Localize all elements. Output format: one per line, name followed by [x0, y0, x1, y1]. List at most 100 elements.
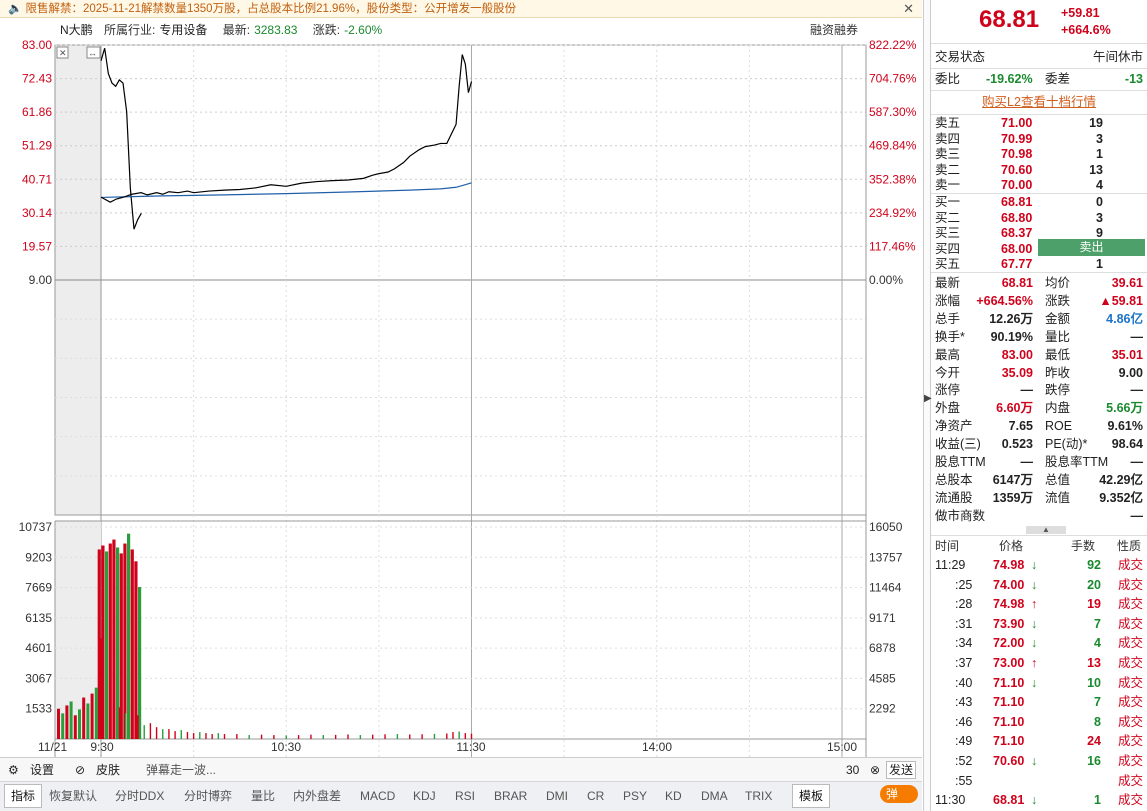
notice-bar[interactable]: 🔈 限售解禁：2025-11-21解禁数量1350万股，占总股本比例21.96%… — [0, 0, 922, 18]
tab-volume-ratio[interactable]: 量比 — [251, 789, 276, 803]
danmu-toggle[interactable]: 弹 — [880, 785, 919, 803]
tab-cr[interactable]: CR — [587, 789, 605, 803]
tick-nature: 成交 — [1117, 754, 1143, 768]
level-price: 70.60 — [1001, 162, 1033, 177]
time-x-tick: 11/21 — [38, 740, 67, 754]
tick-price: 71.10 — [993, 714, 1025, 729]
tick-time: :40 — [955, 675, 973, 690]
stat-label: 涨幅 — [935, 293, 961, 308]
vol-y-tick: 6135 — [25, 611, 52, 625]
buy-l2-link[interactable]: 购买L2查看十档行情 — [982, 95, 1096, 109]
buy-level-row[interactable]: 买二 68.80 3 — [931, 211, 1147, 226]
skin-icon[interactable]: ⊘ — [75, 763, 86, 777]
level-label: 卖三 — [935, 147, 961, 161]
sell-level-row[interactable]: 卖五 71.00 19 — [931, 116, 1147, 131]
arrow-down-icon: ↓ — [1031, 793, 1038, 808]
danmu-input[interactable]: 弹幕走一波... — [146, 763, 217, 777]
sell-level-row[interactable]: 卖四 70.99 3 — [931, 132, 1147, 147]
tick-row: :40 71.10 ↓ 10 成交 — [931, 674, 1147, 693]
level-label: 卖四 — [935, 131, 961, 146]
stat-value: 35.01 — [1111, 347, 1143, 362]
tick-volume: 1 — [1094, 793, 1101, 808]
sell-button[interactable]: 卖出 — [1038, 239, 1145, 256]
stats-row: 总手 12.26万 金额 4.86亿 — [931, 311, 1147, 328]
tick-row: 11:30 68.81 ↓ 1 成交 — [931, 791, 1147, 810]
tab-kd[interactable]: KD — [665, 789, 682, 803]
tick-price: 74.00 — [993, 577, 1025, 592]
time-x-tick: 14:00 — [642, 740, 672, 754]
price-y-tick: 40.71 — [22, 172, 52, 186]
stat-value: 1359万 — [992, 490, 1033, 505]
tick-time: 11:29 — [935, 558, 966, 572]
pct-y-tick: 0.00% — [869, 273, 903, 287]
stat-value: — — [1130, 508, 1144, 523]
settings-button[interactable]: 设置 — [30, 763, 55, 777]
tick-volume: 7 — [1094, 695, 1101, 710]
tick-nature: 成交 — [1117, 695, 1143, 710]
stat-label: 量比 — [1045, 329, 1071, 344]
tab-inout-diff[interactable]: 内外盘差 — [293, 789, 342, 803]
buy-level-row[interactable]: 买一 68.81 0 — [931, 195, 1147, 210]
template-button[interactable]: 模板 — [792, 784, 831, 808]
tick-volume: 16 — [1087, 754, 1101, 768]
price-y-tick: 61.86 — [22, 105, 52, 119]
level-volume: 19 — [1089, 116, 1103, 130]
tab-rsi[interactable]: RSI — [455, 789, 476, 803]
tab-brar[interactable]: BRAR — [494, 789, 528, 803]
tab-macd[interactable]: MACD — [360, 789, 396, 803]
panel-divider[interactable]: ▶ — [923, 0, 932, 811]
stat-label: 流通股 — [935, 490, 973, 505]
sell-level-row[interactable]: 卖一 70.00 4 — [931, 178, 1147, 193]
tab-reset[interactable]: 恢复默认 — [49, 789, 98, 803]
settings-icon[interactable]: ⚙ — [8, 763, 19, 777]
intraday-chart[interactable]: 83.00 822.22% 72.43 704.76% 61.86 587.30% 51.2… — [0, 0, 922, 760]
tab-psy[interactable]: PSY — [623, 789, 648, 803]
stat-label: 总手 — [935, 311, 961, 326]
tab-game[interactable]: 分时博弈 — [184, 789, 233, 803]
buy-level-row[interactable]: 买三 68.37 9 — [931, 226, 1147, 241]
current-price: 68.81 — [979, 6, 1040, 33]
send-icon[interactable]: ⊗ — [870, 763, 881, 777]
tab-dmi[interactable]: DMI — [546, 789, 568, 803]
stats-row: 收益(三) 0.523 PE(动)* 98.64 — [931, 436, 1147, 453]
tab-indicator[interactable]: 指标 — [4, 784, 43, 808]
buy-level-row[interactable]: 买五 67.77 1 — [931, 257, 1147, 272]
margin-trading-link[interactable]: 融资融券 — [809, 23, 858, 37]
auction-vol-bar — [90, 693, 94, 739]
level-label: 买二 — [935, 210, 961, 225]
tick-nature: 成交 — [1117, 793, 1143, 808]
sell-level-row[interactable]: 卖二 70.60 13 — [931, 163, 1147, 178]
arrow-down-icon: ↓ — [1031, 636, 1038, 651]
tick-volume: 20 — [1087, 577, 1101, 592]
close-icon[interactable]: ✕ — [903, 1, 914, 16]
sell-level-row[interactable]: 卖三 70.98 1 — [931, 147, 1147, 162]
tab-kdj[interactable]: KDJ — [413, 789, 436, 803]
tab-ddx[interactable]: 分时DDX — [115, 789, 165, 803]
tick-volume: 24 — [1087, 734, 1101, 749]
industry-value[interactable]: 专用设备 — [159, 23, 208, 37]
buy-level-row[interactable]: 买四 68.00 — [931, 242, 1147, 257]
tick-nature: 成交 — [1117, 656, 1143, 670]
level-price: 67.77 — [1001, 257, 1033, 271]
pre-open-price-line — [100, 48, 142, 230]
stats-row: 今开 35.09 昨收 9.00 — [931, 365, 1147, 382]
tab-dma[interactable]: DMA — [701, 789, 728, 803]
collapse-up-icon[interactable]: ▲ — [1026, 526, 1066, 534]
auction-vol-bar — [73, 715, 77, 739]
stat-label: 外盘 — [935, 401, 961, 416]
auction-vol-bar — [94, 687, 98, 739]
tab-trix[interactable]: TRIX — [745, 789, 773, 803]
pre-open-vol-bar — [97, 549, 101, 739]
skin-button[interactable]: 皮肤 — [96, 763, 121, 777]
send-button[interactable]: 发送 — [886, 761, 917, 779]
collapse-right-icon[interactable]: ▶ — [924, 393, 932, 404]
stat-value: 98.64 — [1111, 437, 1143, 452]
auction-vol-bar — [69, 701, 73, 739]
stat-value: 68.81 — [1001, 276, 1033, 290]
tick-time: :28 — [955, 597, 973, 612]
price-y-tick: 30.14 — [22, 206, 52, 220]
tick-nature: 成交 — [1117, 597, 1143, 612]
level-volume: 0 — [1096, 195, 1103, 209]
stats-row: 净资产 7.65 ROE 9.61% — [931, 418, 1147, 435]
danmu-toolbar: ⚙ 设置 ⊘ 皮肤 弹幕走一波... 30 ⊗ 发送 — [0, 757, 922, 781]
